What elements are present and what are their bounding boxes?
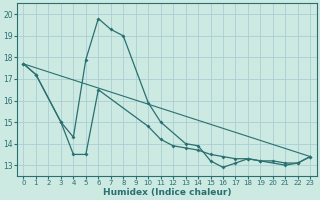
X-axis label: Humidex (Indice chaleur): Humidex (Indice chaleur)	[103, 188, 231, 197]
